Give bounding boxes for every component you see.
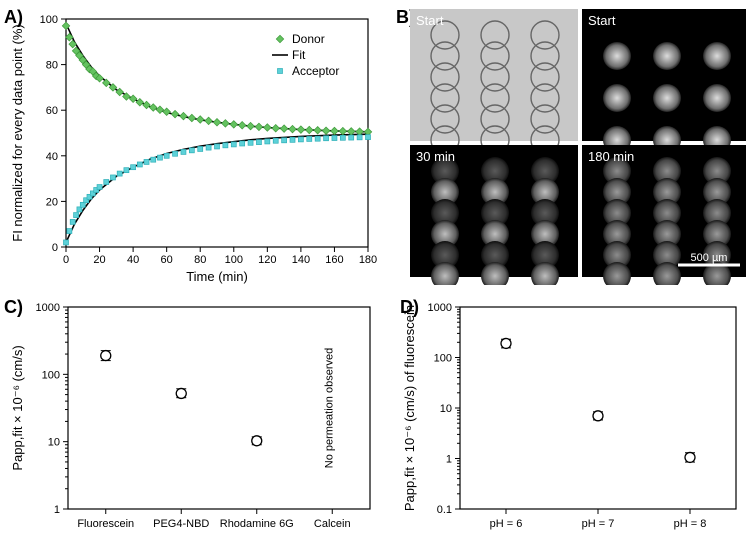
svg-text:140: 140	[292, 254, 310, 266]
svg-text:Time (min): Time (min)	[186, 269, 248, 284]
svg-text:1: 1	[446, 454, 452, 466]
panel-b: B)StartStart30 min180 min500 µm	[396, 5, 746, 285]
svg-text:10: 10	[440, 403, 452, 415]
svg-text:pH = 7: pH = 7	[582, 518, 615, 530]
svg-text:1000: 1000	[428, 302, 452, 314]
svg-text:100: 100	[225, 254, 243, 266]
svg-text:1: 1	[54, 504, 60, 516]
tile-label: Start	[588, 13, 616, 28]
svg-text:Acceptor: Acceptor	[292, 64, 339, 78]
svg-text:Fit: Fit	[292, 48, 306, 62]
svg-text:60: 60	[161, 254, 173, 266]
svg-text:No permeation observed: No permeation observed	[323, 348, 335, 468]
svg-text:120: 120	[258, 254, 276, 266]
svg-text:60: 60	[46, 105, 58, 117]
svg-text:0: 0	[63, 254, 69, 266]
figure-root: A) 0 20 40 60 80 100 120 140 160 180 0 20 40 60 80 100 Ti…	[0, 0, 750, 544]
svg-text:A): A)	[4, 7, 23, 27]
svg-text:20: 20	[93, 254, 105, 266]
tile-label: Start	[416, 13, 444, 28]
svg-text:pH = 8: pH = 8	[674, 518, 707, 530]
image-tile: Start	[410, 9, 578, 154]
panel-a: A) 0 20 40 60 80 100 120 140 160 180 0 20 40 60 80 100 Ti…	[0, 5, 388, 285]
svg-text:pH = 6: pH = 6	[490, 518, 523, 530]
panel-c: C) 1 10 100 1000 Fluorescein PEG4-NBD Rhodamine…	[0, 295, 390, 539]
panel-d: D)0.11101001000pH = 6pH = 7pH = 8Papp,fi…	[396, 295, 746, 539]
image-tile: 30 min	[410, 145, 578, 285]
svg-text:Rhodamine 6G: Rhodamine 6G	[220, 518, 294, 530]
svg-text:10: 10	[48, 437, 60, 449]
svg-text:0: 0	[52, 242, 58, 254]
svg-text:100: 100	[40, 14, 58, 26]
image-tile: Start	[582, 9, 746, 154]
svg-text:Fluorescein: Fluorescein	[77, 518, 134, 530]
svg-text:180: 180	[359, 254, 377, 266]
tile-label: 30 min	[416, 149, 455, 164]
svg-text:80: 80	[46, 60, 58, 72]
svg-text:160: 160	[325, 254, 343, 266]
svg-text:PEG4-NBD: PEG4-NBD	[153, 518, 209, 530]
svg-text:Calcein: Calcein	[314, 518, 351, 530]
image-tile: 180 min 500 µm	[582, 145, 746, 285]
svg-text:40: 40	[127, 254, 139, 266]
svg-text:1000: 1000	[36, 302, 60, 314]
svg-text:0.1: 0.1	[437, 504, 452, 516]
svg-text:500 µm: 500 µm	[691, 252, 728, 264]
svg-text:Papp,fit × 10⁻⁶ (cm/s): Papp,fit × 10⁻⁶ (cm/s)	[10, 345, 25, 470]
svg-text:80: 80	[194, 254, 206, 266]
svg-text:Donor: Donor	[292, 32, 325, 46]
tile-label: 180 min	[588, 149, 634, 164]
svg-text:100: 100	[434, 353, 452, 365]
svg-text:40: 40	[46, 151, 58, 163]
svg-text:C): C)	[4, 297, 23, 317]
svg-text:20: 20	[46, 196, 58, 208]
svg-text:100: 100	[42, 369, 60, 381]
svg-text:Papp,fit × 10⁻⁶ (cm/s) of fluo: Papp,fit × 10⁻⁶ (cm/s) of fluorescein	[402, 305, 417, 511]
svg-text:FI normalized for every data p: FI normalized for every data point (%)	[10, 24, 25, 241]
